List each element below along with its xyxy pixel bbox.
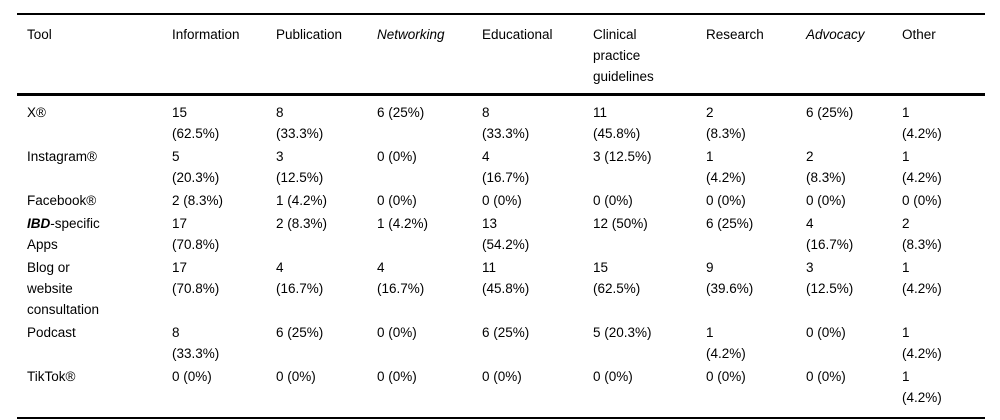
tool-name-text: Instagram® [27,149,97,164]
value-cell: 6 (25%) [706,216,754,231]
value-cell: 0 (0%) [377,149,417,164]
value-cell: 0 (0%) [482,369,522,384]
value-cell: 1 (4.2%) [377,216,429,231]
header-row: Tool Information Publication Networking … [17,14,985,95]
tool-name-text: TikTok® [27,369,76,384]
column-header-publication: Publication [276,27,343,42]
value-cell: 1 (4.2%) [902,369,942,405]
value-cell: 6 (25%) [377,105,425,120]
tool-name-text: Facebook® [27,193,97,208]
value-cell: 4 (16.7%) [482,149,530,185]
value-cell: 2 (8.3%) [902,216,942,252]
table-row: Blog or website consultation 17 (70.8%) 4 … [17,256,985,321]
tool-cell: X® [17,95,162,146]
value-cell: 2 (8.3%) [706,105,746,141]
value-cell: 8 (33.3%) [482,105,530,141]
tool-name-emphasis: IBD [27,216,51,231]
value-cell: 8 (33.3%) [172,325,220,361]
value-cell: 13 (54.2%) [482,216,530,252]
value-cell: 0 (0%) [806,369,846,384]
tools-usage-table: Tool Information Publication Networking … [17,13,985,419]
table-row: IBD-specific Apps 17 (70.8%) 2 (8.3%) 1 (4.… [17,212,985,256]
tool-cell: IBD-specific Apps [17,212,162,256]
value-cell: 5 (20.3%) [172,149,220,185]
table-row: X® 15 (62.5%) 8 (33.3%) 6 (25%) 8 (33.3%) 11 … [17,95,985,146]
value-cell: 1 (4.2%) [902,105,942,141]
value-cell: 11 (45.8%) [593,105,641,141]
column-header-advocacy: Advocacy [806,27,865,42]
value-cell: 17 (70.8%) [172,216,220,252]
column-header-educational: Educational [482,27,553,42]
value-cell: 8 (33.3%) [276,105,324,141]
value-cell: 3 (12.5%) [806,260,854,296]
column-header-networking: Networking [377,27,445,42]
value-cell: 0 (0%) [172,369,212,384]
value-cell: 6 (25%) [482,325,530,340]
value-cell: 2 (8.3%) [806,149,846,185]
value-cell: 15 (62.5%) [172,105,220,141]
value-cell: 0 (0%) [482,193,522,208]
table-body: X® 15 (62.5%) 8 (33.3%) 6 (25%) 8 (33.3%) 11 … [17,95,985,419]
value-cell: 1 (4.2%) [902,260,942,296]
value-cell: 0 (0%) [806,325,846,340]
value-cell: 0 (0%) [593,369,633,384]
column-header-research: Research [706,27,764,42]
value-cell: 0 (0%) [377,325,417,340]
value-cell: 12 (50%) [593,216,648,231]
table-row: TikTok® 0 (0%) 0 (0%) 0 (0%) 0 (0%) 0 (0%) 0 (… [17,365,985,418]
value-cell: 0 (0%) [902,193,942,208]
value-cell: 1 (4.2%) [902,325,942,361]
tool-name-text: X® [27,105,46,120]
value-cell: 5 (20.3%) [593,325,652,340]
tool-name-text: -specific Apps [27,216,100,252]
value-cell: 0 (0%) [806,193,846,208]
value-cell: 0 (0%) [706,369,746,384]
value-cell: 4 (16.7%) [377,260,425,296]
column-header-clinical-practice-guidelines: Clinical practice guidelines [593,27,654,84]
value-cell: 0 (0%) [276,369,316,384]
value-cell: 17 (70.8%) [172,260,220,296]
value-cell: 1 (4.2%) [706,325,746,361]
column-header-tool: Tool [27,27,52,42]
value-cell: 4 (16.7%) [806,216,854,252]
value-cell: 3 (12.5%) [276,149,324,185]
value-cell: 3 (12.5%) [593,149,652,164]
value-cell: 6 (25%) [276,325,324,340]
value-cell: 1 (4.2%) [902,149,942,185]
tool-cell: Instagram® [17,145,162,189]
value-cell: 0 (0%) [377,193,417,208]
value-cell: 2 (8.3%) [276,216,328,231]
value-cell: 11 (45.8%) [482,260,530,296]
value-cell: 1 (4.2%) [706,149,746,185]
table-row: Podcast 8 (33.3%) 6 (25%) 0 (0%) 6 (25%) 5 (2… [17,321,985,365]
tool-name-text: Blog or website consultation [27,260,100,317]
value-cell: 1 (4.2%) [276,193,328,208]
table-row: Facebook® 2 (8.3%) 1 (4.2%) 0 (0%) 0 (0%) 0 (… [17,189,985,212]
tool-cell: TikTok® [17,365,162,418]
tool-cell: Podcast [17,321,162,365]
table-header: Tool Information Publication Networking … [17,14,985,95]
value-cell: 6 (25%) [806,105,854,120]
column-header-other: Other [902,27,936,42]
column-header-information: Information [172,27,240,42]
tool-name-text: Podcast [27,325,76,340]
value-cell: 0 (0%) [377,369,417,384]
value-cell: 4 (16.7%) [276,260,324,296]
tool-cell: Facebook® [17,189,162,212]
tool-cell: Blog or website consultation [17,256,162,321]
value-cell: 2 (8.3%) [172,193,224,208]
table-row: Instagram® 5 (20.3%) 3 (12.5%) 0 (0%) 4 (16.… [17,145,985,189]
value-cell: 15 (62.5%) [593,260,641,296]
value-cell: 0 (0%) [706,193,746,208]
value-cell: 0 (0%) [593,193,633,208]
value-cell: 9 (39.6%) [706,260,754,296]
